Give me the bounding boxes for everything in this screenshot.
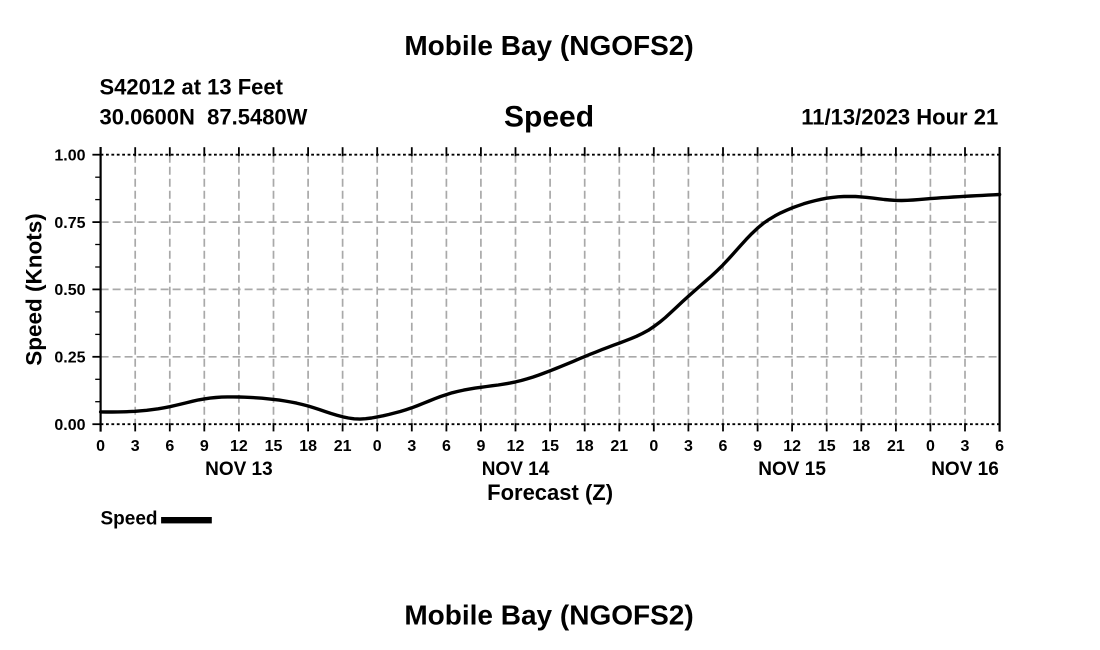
svg-text:18: 18: [852, 438, 870, 455]
svg-text:3: 3: [684, 438, 693, 455]
svg-text:1.00: 1.00: [54, 148, 85, 165]
svg-text:6: 6: [442, 438, 451, 455]
svg-text:6: 6: [719, 438, 728, 455]
svg-text:Speed: Speed: [101, 509, 158, 530]
svg-text:Forecast (Z): Forecast (Z): [487, 480, 613, 505]
svg-text:21: 21: [334, 438, 352, 455]
svg-text:0: 0: [649, 438, 658, 455]
svg-text:9: 9: [753, 438, 762, 455]
svg-text:6: 6: [995, 438, 1004, 455]
svg-text:3: 3: [407, 438, 416, 455]
svg-text:Mobile Bay (NGOFS2): Mobile Bay (NGOFS2): [404, 599, 693, 630]
svg-text:0.50: 0.50: [54, 282, 85, 299]
svg-text:15: 15: [541, 438, 559, 455]
svg-text:15: 15: [265, 438, 283, 455]
svg-text:11/13/2023 Hour 21: 11/13/2023 Hour 21: [801, 105, 998, 130]
svg-text:Speed (Knots): Speed (Knots): [22, 213, 47, 366]
svg-text:21: 21: [610, 438, 628, 455]
svg-text:NOV 14: NOV 14: [482, 459, 550, 480]
svg-text:21: 21: [887, 438, 905, 455]
svg-text:12: 12: [230, 438, 248, 455]
svg-text:18: 18: [299, 438, 317, 455]
svg-text:0: 0: [926, 438, 935, 455]
svg-text:0.00: 0.00: [54, 417, 85, 434]
svg-text:12: 12: [783, 438, 801, 455]
svg-text:30.0600N 87.5480W: 30.0600N 87.5480W: [100, 105, 308, 130]
svg-text:NOV 16: NOV 16: [931, 459, 999, 480]
svg-text:3: 3: [961, 438, 970, 455]
svg-text:0.25: 0.25: [54, 350, 85, 367]
svg-text:NOV 15: NOV 15: [758, 459, 826, 480]
svg-text:Mobile Bay (NGOFS2): Mobile Bay (NGOFS2): [404, 30, 693, 61]
svg-text:9: 9: [200, 438, 209, 455]
svg-text:Speed: Speed: [504, 101, 594, 134]
svg-text:9: 9: [476, 438, 485, 455]
svg-text:S42012 at 13 Feet: S42012 at 13 Feet: [100, 74, 284, 99]
svg-text:6: 6: [165, 438, 174, 455]
svg-text:15: 15: [818, 438, 836, 455]
svg-text:0: 0: [96, 438, 105, 455]
svg-text:0.75: 0.75: [54, 215, 85, 232]
svg-text:NOV 13: NOV 13: [205, 459, 273, 480]
svg-text:0: 0: [373, 438, 382, 455]
svg-text:18: 18: [576, 438, 594, 455]
svg-text:3: 3: [131, 438, 140, 455]
svg-text:12: 12: [507, 438, 525, 455]
